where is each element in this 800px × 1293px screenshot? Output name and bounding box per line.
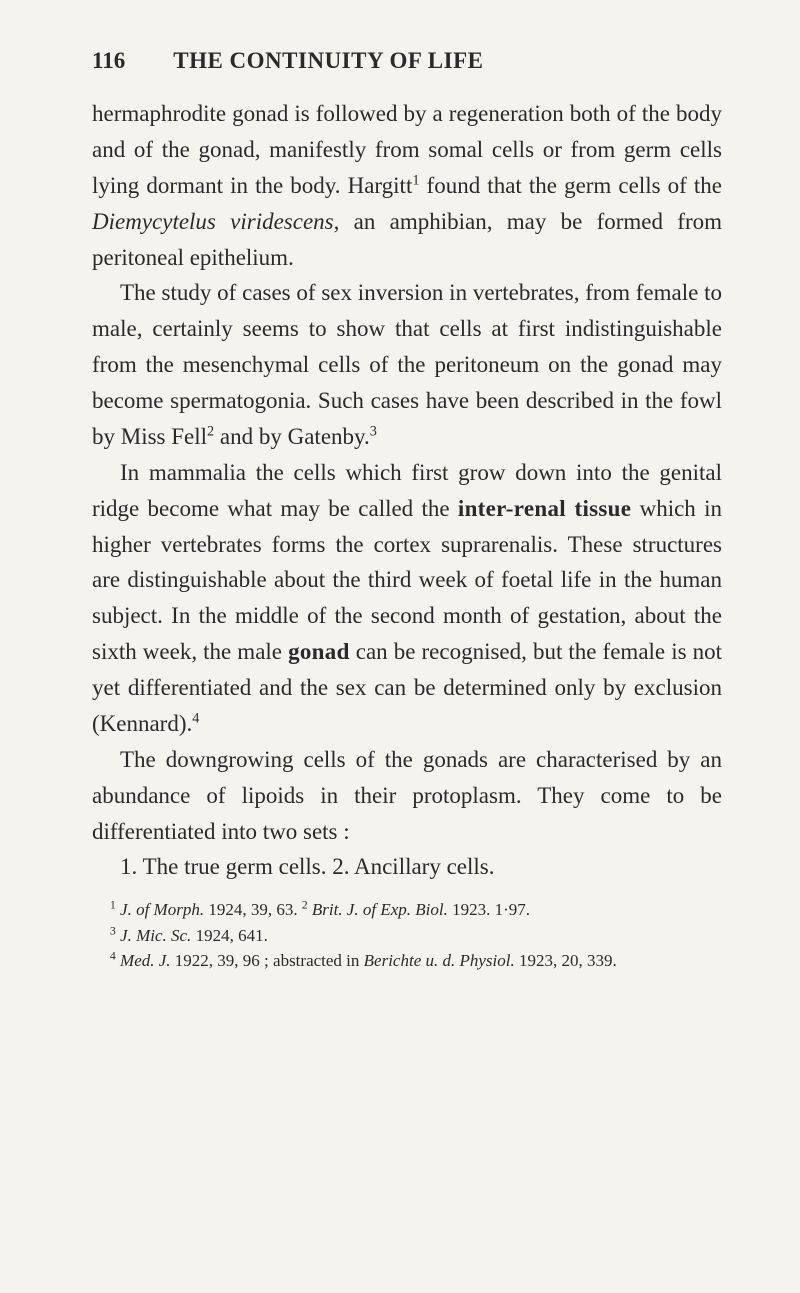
fn-num-3: 3 [110,924,116,937]
enumeration: 1. The true germ cells. 2. Ancillary cel… [92,849,722,885]
text: found that the germ cells of the [419,173,722,198]
body-text: hermaphrodite gonad is followed by a reg… [92,96,722,885]
running-header: 116 THE CONTINUITY OF LIFE [92,48,722,74]
paragraph-2: The study of cases of sex inversion in v… [92,275,722,454]
text: The downgrowing cells of the gonads are … [92,747,722,844]
footnote-line-1-2: 1 J. of Morph. 1924, 39, 63. 2 Brit. J. … [92,897,722,923]
page-number: 116 [92,48,125,74]
term-inter-renal: inter-renal tissue [458,496,631,521]
fn-num-4: 4 [110,950,116,963]
text: The study of cases of sex inversion in v… [92,280,722,449]
fn-num-1: 1 [110,899,116,912]
fn-journal: Berichte u. d. Physiol. [364,951,515,970]
fn-journal: J. of Morph. [120,900,204,919]
text: 1. The true germ cells. 2. Ancillary cel… [120,854,495,879]
paragraph-4: The downgrowing cells of the gonads are … [92,742,722,850]
paragraph-3: In mammalia the cells which first grow d… [92,455,722,742]
text: 1922, 39, 96 ; abstracted in [171,951,364,970]
paragraph-1: hermaphrodite gonad is followed by a reg… [92,96,722,275]
footnote-line-3: 3 J. Mic. Sc. 1924, 641. [92,923,722,949]
footnotes-block: 1 J. of Morph. 1924, 39, 63. 2 Brit. J. … [92,897,722,974]
text: 1924, 39, 63. [204,900,302,919]
footnote-ref-4: 4 [192,710,199,726]
fn-num-2: 2 [302,899,308,912]
text: 1923, 20, 339. [515,951,617,970]
fn-journal: Med. J. [120,951,171,970]
footnote-ref-3: 3 [370,423,377,439]
text: 1923. 1·97. [448,900,530,919]
term-gonad: gonad [288,639,350,664]
text: 1924, 641. [191,926,268,945]
footnote-line-4: 4 Med. J. 1922, 39, 96 ; abstracted in B… [92,948,722,974]
page-title: THE CONTINUITY OF LIFE [173,48,483,74]
text: and by Gatenby. [214,424,370,449]
fn-journal: J. Mic. Sc. [120,926,191,945]
species-name: Diemycytelus viridescens, [92,209,339,234]
fn-journal: Brit. J. of Exp. Biol. [312,900,448,919]
